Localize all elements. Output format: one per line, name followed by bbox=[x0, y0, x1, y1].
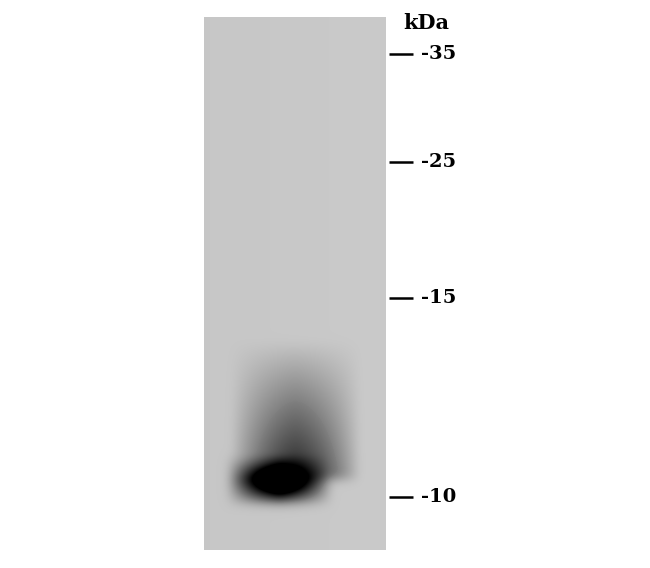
Text: -10: -10 bbox=[421, 488, 456, 506]
Text: -15: -15 bbox=[421, 289, 456, 307]
Text: -25: -25 bbox=[421, 153, 456, 171]
Text: kDa: kDa bbox=[403, 13, 449, 33]
Text: -35: -35 bbox=[421, 45, 456, 63]
